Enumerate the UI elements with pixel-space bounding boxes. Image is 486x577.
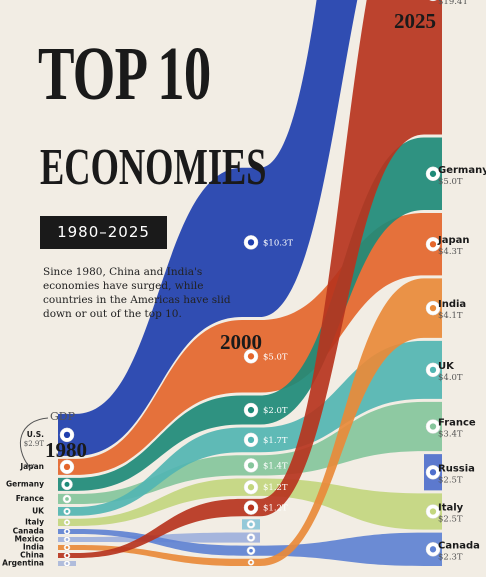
flag-mexico-center-icon	[249, 535, 253, 540]
country-label: Russia	[438, 463, 475, 474]
value-label: $5.0T	[263, 352, 288, 362]
flag-uk-center-icon	[429, 366, 437, 373]
value-label: $2.3T	[438, 552, 463, 562]
value-label: $2.5T	[438, 515, 463, 525]
ribbon-us-0	[58, 0, 358, 456]
flag-uk-center-icon	[247, 436, 255, 444]
value-label: $4.3T	[438, 247, 463, 257]
value-label: $2.0T	[263, 406, 288, 416]
ribbon-india-0	[58, 278, 442, 566]
flag-canada-center-icon	[249, 548, 253, 553]
flag-china-icon	[429, 0, 437, 2]
country-label: Italy	[438, 503, 464, 514]
title-line2: ECONOMIES	[40, 139, 267, 196]
value-label: $10.3T	[263, 238, 293, 248]
years-badge: 1980–2025	[40, 216, 167, 249]
flag-canada-center-icon	[429, 546, 437, 553]
value-label: $1.4T	[263, 461, 288, 471]
value-label: $2.9T	[24, 440, 45, 448]
ribbon-china-0	[58, 0, 442, 558]
country-label: China	[20, 551, 44, 560]
country-label: Japan	[437, 235, 470, 246]
flag-germany-center-icon	[247, 406, 255, 414]
year-label-2025: 2025	[394, 9, 436, 33]
gdp-arrow-head-icon	[26, 462, 35, 470]
value-label: $1.2T	[263, 483, 288, 493]
flag-mexico-center-icon	[65, 538, 69, 541]
ribbon-italy-0	[58, 478, 442, 530]
country-label: Argentina	[2, 559, 44, 568]
value-label: $2.5T	[438, 475, 463, 485]
country-label: U.S.	[27, 430, 44, 439]
flag-japan-center-icon	[429, 241, 437, 248]
flag-china-center-icon	[65, 554, 69, 557]
flag-france-center-icon	[65, 497, 69, 501]
flag-italy-center-icon	[65, 521, 69, 524]
flag-france-center-icon	[429, 423, 437, 430]
flag-italy-center-icon	[247, 484, 255, 491]
gdp-arrow-line	[19, 417, 49, 469]
country-label: France	[438, 418, 476, 429]
flag-india-center-icon	[65, 546, 69, 549]
flag-uk-center-icon	[65, 509, 69, 513]
flag-japan-center-icon	[63, 463, 71, 471]
country-label: UK	[32, 506, 45, 515]
ribbon-germany-0	[58, 137, 442, 491]
flag-brazil-center-icon	[249, 522, 253, 527]
flag-argentina-center-icon	[65, 562, 69, 565]
flag-china-center-icon	[247, 504, 255, 511]
flag-japan-center-icon	[247, 353, 255, 360]
flag-russia-center-icon	[429, 469, 437, 476]
flag-germany-center-icon	[429, 170, 437, 177]
country-label: Italy	[25, 517, 44, 526]
description: Since 1980, China and India's economies …	[43, 266, 231, 320]
value-label: $4.0T	[438, 373, 463, 383]
flag-india-center-icon	[429, 304, 437, 312]
country-label: UK	[438, 361, 455, 372]
value-label: $3.4T	[438, 430, 463, 440]
flag-india-center-icon	[249, 561, 253, 564]
value-label: $19.4T	[438, 0, 468, 7]
country-label: India	[23, 543, 44, 552]
value-label: $1.2T	[263, 504, 288, 514]
gdp-annotation: GDP	[50, 410, 76, 423]
value-label: $1.7T	[263, 436, 288, 446]
flag-france-center-icon	[247, 462, 255, 469]
flag-germany-center-icon	[64, 481, 70, 487]
value-label: $5.0T	[438, 177, 463, 187]
title-line1: TOP 10	[38, 32, 211, 116]
flag-canada-center-icon	[65, 530, 69, 533]
flag-italy-center-icon	[429, 508, 437, 515]
ribbon-uk-0	[58, 340, 442, 516]
country-label: France	[16, 494, 44, 503]
flag-us-center-icon	[63, 431, 71, 439]
country-label: Canada	[13, 527, 44, 536]
country-label: Germany	[438, 165, 486, 176]
year-label-2000: 2000	[220, 330, 262, 354]
year-label-1980: 1980	[45, 438, 87, 462]
country-label: Mexico	[14, 535, 44, 544]
country-label: Canada	[438, 540, 480, 551]
flag-us-center-icon	[247, 239, 255, 246]
country-label: Germany	[6, 479, 44, 488]
country-label: India	[438, 299, 466, 310]
value-label: $4.1T	[438, 311, 463, 321]
